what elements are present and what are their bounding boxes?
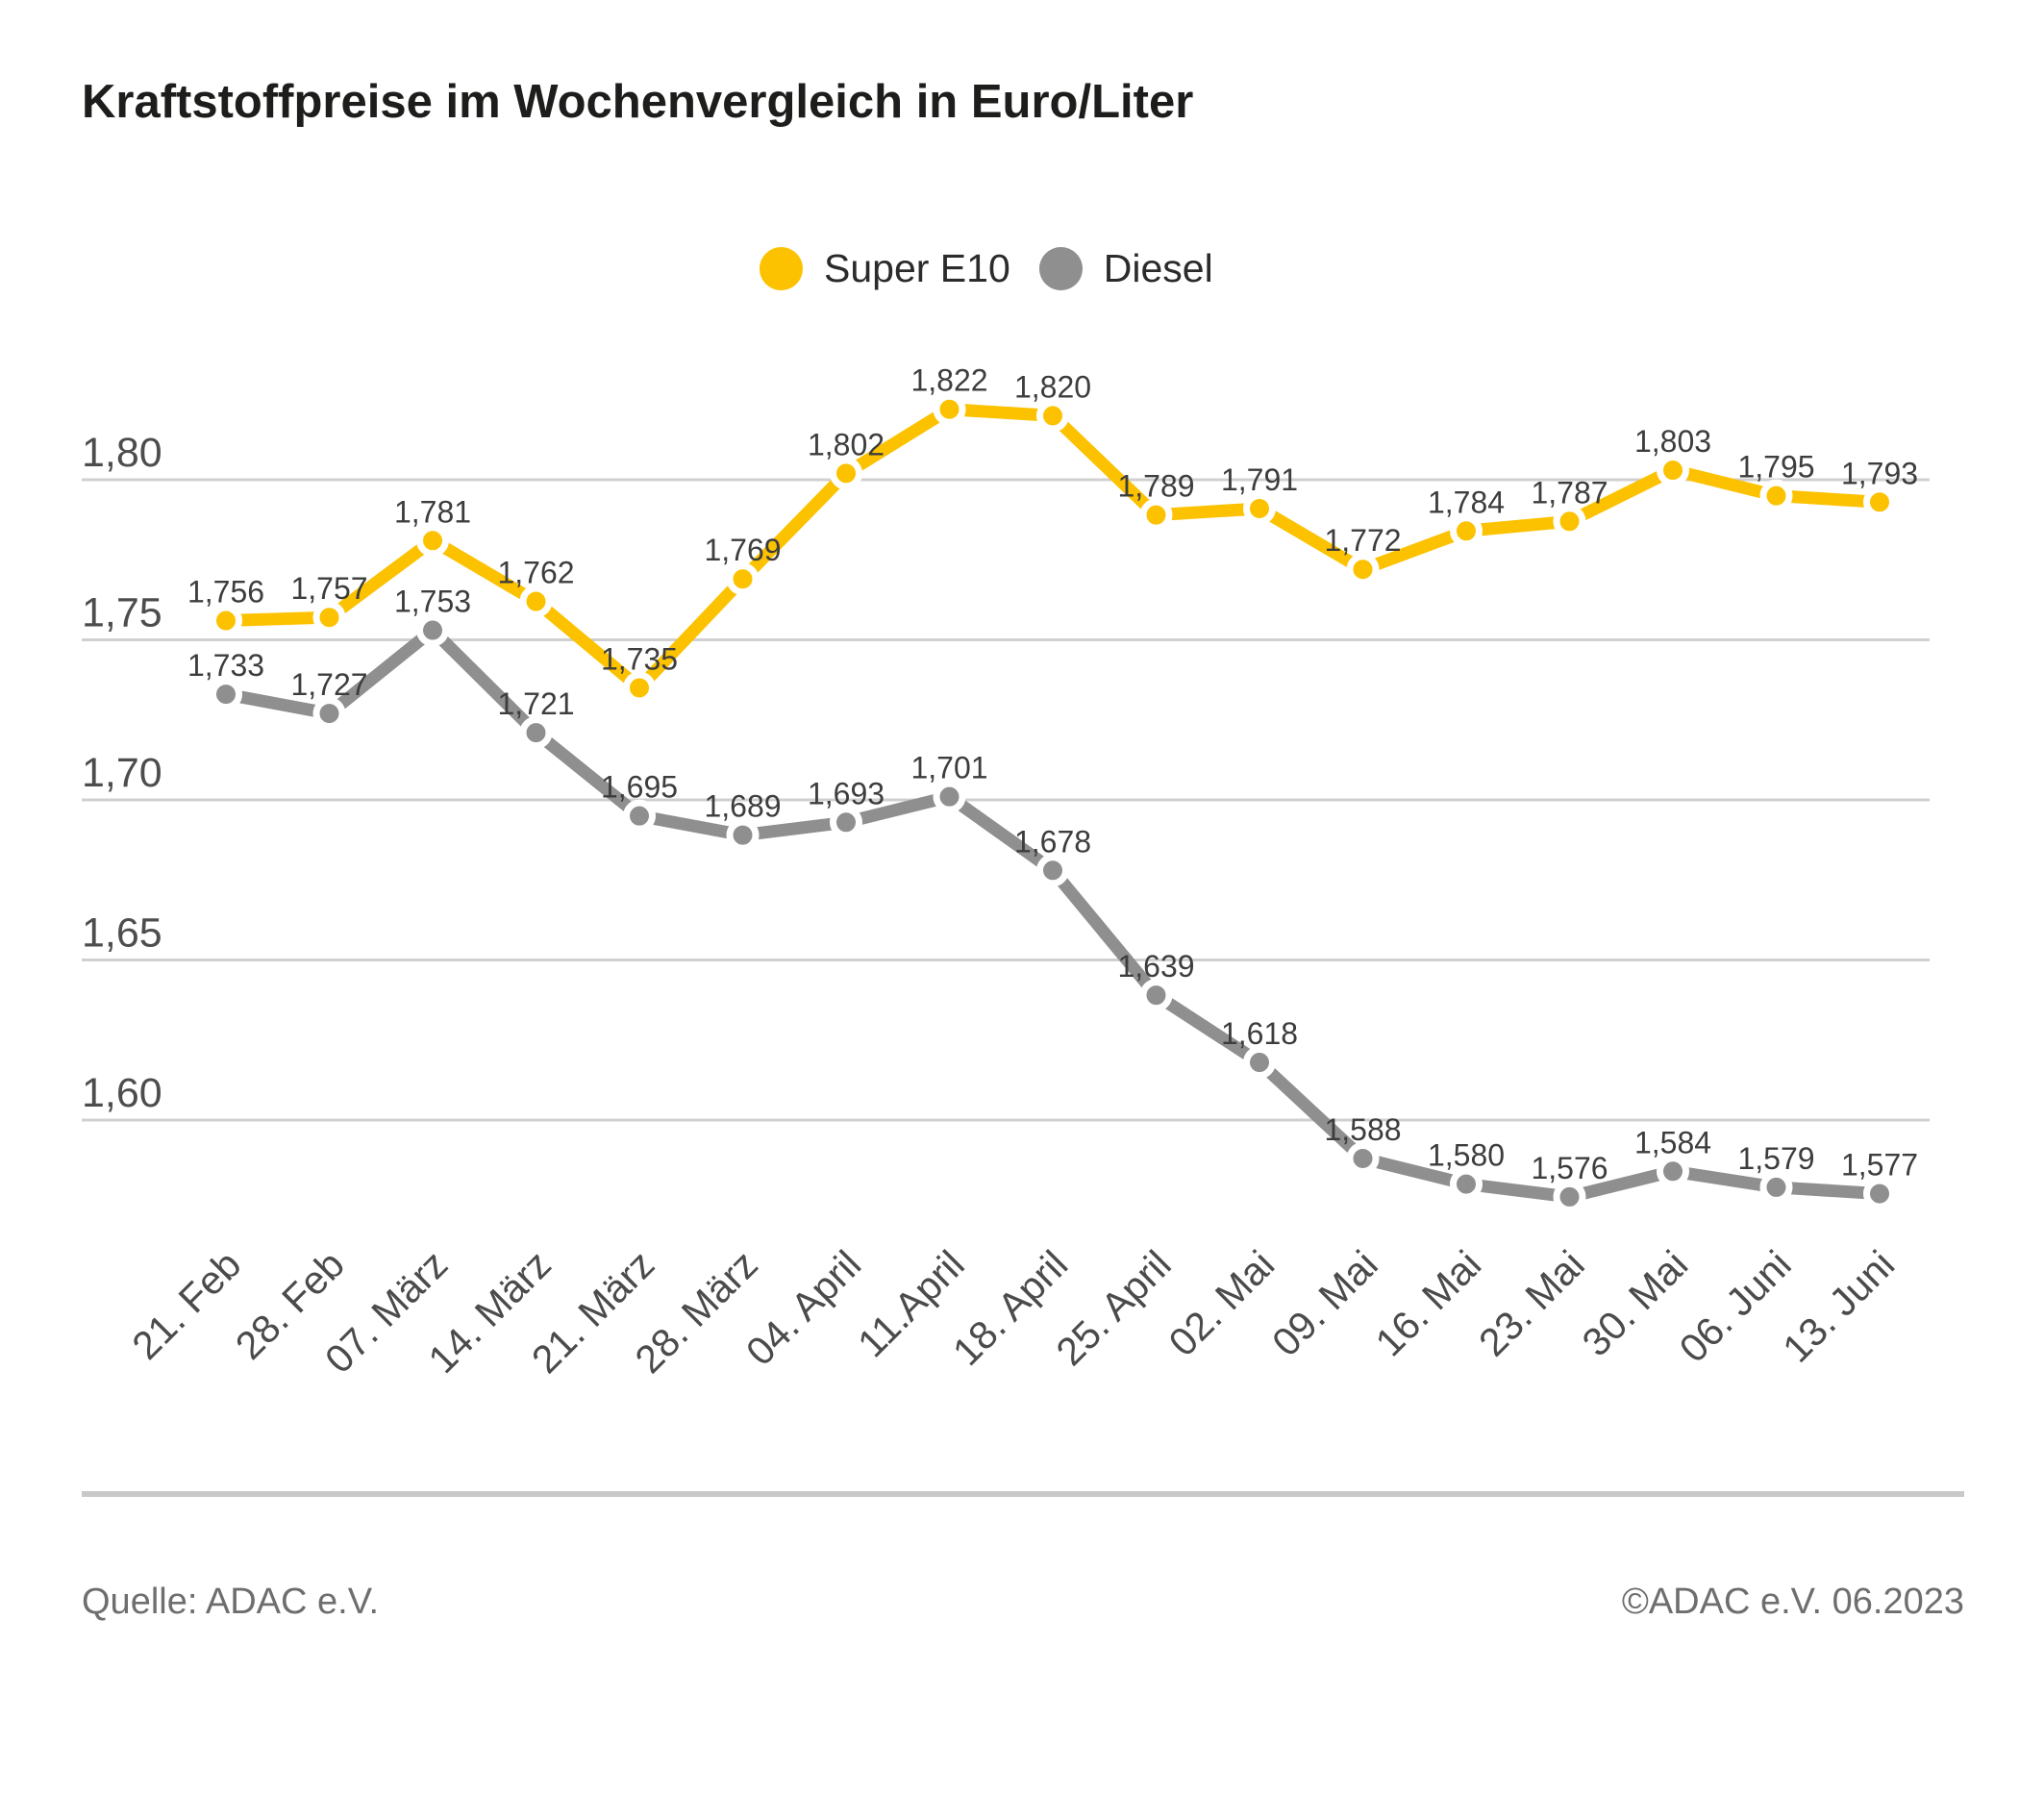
x-tick-label: 09. Mai — [1263, 1242, 1386, 1365]
series-super-e10-point — [519, 585, 553, 618]
series-diesel-point-label: 1,588 — [1324, 1112, 1401, 1147]
series-diesel-point — [830, 806, 862, 839]
series-super-e10-point — [830, 457, 862, 490]
x-tick-label: 23. Mai — [1470, 1242, 1593, 1365]
series-super-e10-point — [1553, 505, 1586, 538]
y-tick-label: 1,80 — [82, 430, 162, 476]
series-super-e10-point-label: 1,769 — [704, 533, 781, 567]
series-diesel-point-label: 1,693 — [808, 776, 885, 810]
series-super-e10-point-label: 1,803 — [1634, 424, 1711, 459]
series-diesel-point — [623, 799, 656, 833]
x-tick-label: 16. Mai — [1367, 1242, 1490, 1365]
series-diesel-point — [726, 818, 760, 852]
series-super-e10-point-label: 1,820 — [1014, 369, 1091, 404]
series-diesel-point — [210, 678, 242, 711]
legend: Super E10 Diesel — [760, 244, 1213, 292]
series-diesel-point-label: 1,695 — [601, 770, 678, 805]
series-diesel-point-label: 1,733 — [187, 648, 264, 683]
y-tick-label: 1,60 — [82, 1070, 162, 1116]
legend-dot-super-e10-icon — [760, 246, 803, 290]
x-tick-label: 13. Juni — [1774, 1242, 1903, 1371]
x-tick-label: 06. Juni — [1671, 1242, 1800, 1371]
series-super-e10-point — [312, 601, 346, 635]
line-chart-canvas: 1,80 1,75 1,70 1,65 1,60 1,756 1,757 1,781 1,762… — [82, 363, 1930, 1382]
series-super-e10-point-label: 1,787 — [1531, 475, 1608, 510]
series-super-e10-point — [1243, 491, 1276, 525]
series-diesel-point — [1036, 854, 1069, 887]
y-tick-label: 1,75 — [82, 590, 162, 636]
series-diesel-point — [1553, 1180, 1586, 1213]
series-super-e10-point-label: 1,735 — [601, 641, 678, 676]
series-diesel-point-label: 1,618 — [1221, 1016, 1298, 1051]
y-tick-label: 1,65 — [82, 910, 162, 957]
series-super-e10-point-label: 1,789 — [1117, 469, 1194, 504]
series-super-e10-point-label: 1,802 — [808, 427, 885, 461]
series-super-e10-point-label: 1,756 — [187, 575, 264, 610]
series-super-e10-point-label: 1,793 — [1841, 456, 1918, 490]
series-super-e10-point — [1139, 498, 1173, 532]
legend-label-super-e10: Super E10 — [824, 245, 1010, 290]
series-super-e10-point — [1657, 454, 1689, 487]
series-diesel-point — [519, 716, 553, 750]
series-diesel-point — [1759, 1170, 1793, 1204]
series-diesel-point — [1657, 1155, 1689, 1188]
series-diesel-point-label: 1,576 — [1531, 1151, 1608, 1185]
series-diesel-point — [1139, 979, 1173, 1012]
series-diesel-point-label: 1,753 — [394, 585, 471, 619]
series-super-e10-point-label: 1,781 — [394, 494, 471, 529]
series-super-e10-point — [623, 671, 656, 705]
series-super-e10-point-label: 1,791 — [1221, 462, 1298, 497]
series-diesel-point — [312, 697, 346, 731]
series-diesel-line — [219, 624, 1886, 1204]
series-super-e10-point-label: 1,784 — [1428, 485, 1505, 519]
series-super-e10-point-label: 1,772 — [1324, 523, 1401, 558]
series-super-e10-point — [1863, 486, 1896, 519]
series-diesel-point-label: 1,579 — [1737, 1141, 1814, 1176]
series-diesel-point-label: 1,727 — [290, 667, 367, 702]
series-diesel-point — [1863, 1177, 1896, 1210]
series-super-e10-point — [1759, 479, 1793, 512]
series-super-e10-point-label: 1,762 — [497, 556, 574, 590]
x-tick-label: 25. April — [1048, 1242, 1180, 1374]
x-tick-label: 18. April — [944, 1242, 1076, 1374]
series-super-e10-point — [1036, 399, 1069, 433]
x-tick-label: 21. Feb — [124, 1242, 250, 1368]
series-diesel-point — [416, 613, 449, 647]
footer-separator — [82, 1491, 1964, 1497]
series-diesel-point-label: 1,701 — [910, 751, 987, 785]
footer-source: Quelle: ADAC e.V. — [82, 1582, 380, 1622]
series-super-e10-point — [1346, 553, 1380, 586]
legend-dot-diesel-icon — [1038, 246, 1083, 290]
series-diesel-point — [933, 780, 966, 813]
series-diesel-point — [1243, 1046, 1276, 1080]
series-diesel-point-label: 1,580 — [1428, 1138, 1505, 1173]
series-diesel-point — [1346, 1141, 1380, 1175]
series-super-e10-line — [219, 403, 1886, 694]
series-super-e10-point — [726, 562, 760, 596]
series-super-e10-point-label: 1,757 — [290, 571, 367, 606]
x-tick-label: 02. Mai — [1160, 1242, 1284, 1365]
chart-title: Kraftstoffpreise im Wochenvergleich in E… — [82, 76, 1194, 128]
series-diesel-point-label: 1,577 — [1841, 1148, 1918, 1183]
series-super-e10-point — [210, 604, 242, 637]
series-super-e10-point — [1450, 514, 1483, 548]
x-tick-label: 04. April — [737, 1242, 869, 1374]
series-diesel-point-label: 1,639 — [1117, 949, 1194, 984]
series-super-e10-point — [416, 524, 449, 558]
series-super-e10-point — [933, 392, 966, 426]
series-super-e10-point-label: 1,795 — [1737, 450, 1814, 485]
series-diesel-point — [1450, 1167, 1483, 1201]
series-diesel-point-label: 1,584 — [1634, 1125, 1711, 1159]
series-diesel-point-label: 1,689 — [704, 789, 781, 824]
legend-label-diesel: Diesel — [1103, 245, 1213, 290]
y-tick-label: 1,70 — [82, 750, 162, 796]
footer-copyright: ©ADAC e.V. 06.2023 — [1621, 1582, 1964, 1622]
series-diesel-point-label: 1,678 — [1014, 824, 1091, 859]
series-super-e10-point-label: 1,822 — [910, 363, 987, 398]
series-diesel-point-label: 1,721 — [497, 686, 574, 721]
